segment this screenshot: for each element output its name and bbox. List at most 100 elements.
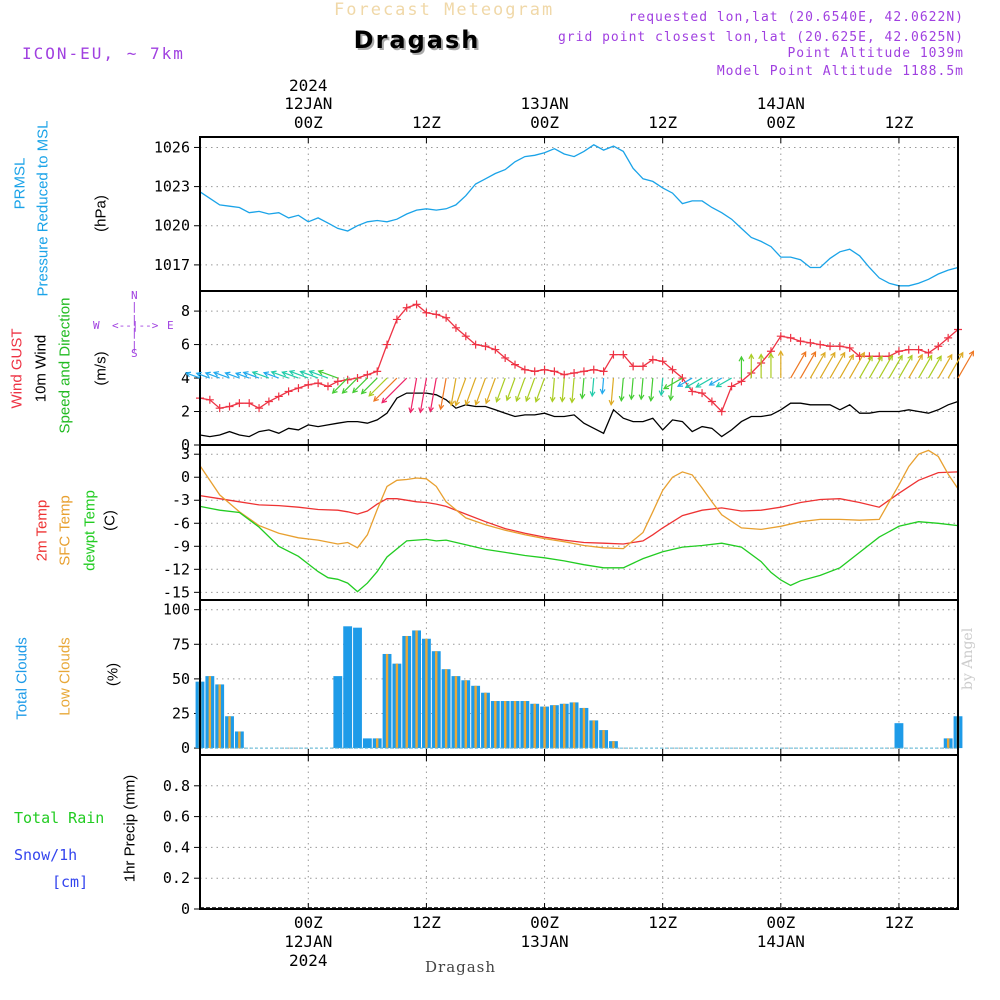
low-cloud-bar [572, 702, 576, 749]
wind-arrow-head [936, 355, 942, 362]
wind-arrow-head [234, 371, 242, 378]
wind-tick-label: 4 [181, 369, 190, 387]
gust-marker [806, 338, 815, 347]
wind-arrow-head [224, 371, 231, 378]
low-cloud-bar [405, 635, 408, 749]
wind-arrow-head [927, 354, 933, 361]
wind-arrow [663, 377, 683, 390]
gust-marker [363, 370, 372, 379]
low-cloud-bar [385, 653, 389, 749]
wind-arrow [640, 377, 644, 400]
gust-marker [894, 347, 903, 356]
gust-marker [520, 365, 529, 374]
wind-arrow-head [464, 399, 471, 406]
wind-arrow [888, 355, 903, 379]
gust-marker [619, 350, 628, 359]
temp-tick-label: -9 [172, 537, 190, 555]
low-cloud-bar [946, 738, 950, 749]
wind-arrow [829, 352, 846, 379]
wind-arrow [368, 377, 388, 397]
wind-tick-label: 8 [181, 302, 190, 320]
gust-marker [343, 375, 352, 384]
series-line-prmsl [199, 144, 959, 287]
requested-coords: requested lon,lat (20.6540E, 42.0622N) [628, 10, 964, 25]
gust-marker [373, 367, 382, 376]
wind-arrow-head [474, 399, 480, 406]
wind-arrow [908, 354, 923, 379]
wind-arrow-head [658, 390, 665, 397]
gust-marker [481, 342, 490, 351]
wind-arrow [300, 371, 319, 379]
cloud-tick-label: 0 [181, 739, 190, 757]
wind-arrow [225, 372, 240, 379]
wind-arrow-head [438, 404, 445, 411]
wind-arrow-head [662, 384, 670, 390]
wind-arrow [670, 377, 674, 401]
cloud-frame [199, 599, 959, 756]
gust-marker [550, 367, 559, 376]
compass-e: E [167, 319, 174, 332]
wind-arrow [342, 377, 358, 394]
wind-arrow [373, 377, 398, 402]
bottom-time-label: 12Z [884, 913, 913, 932]
gust-marker [451, 323, 460, 332]
gust-marker [245, 399, 254, 408]
low-cloud-bar [484, 692, 487, 749]
precip-tick-label: 0.2 [163, 869, 190, 887]
temp-tick-label: 3 [181, 445, 190, 463]
wind-arrow-head [317, 369, 324, 376]
wind-arrow-head [381, 397, 388, 404]
wind-arrow-head [958, 351, 964, 358]
top-time-label: 00Z [530, 113, 559, 132]
cloud-tick-label: 100 [163, 601, 190, 619]
wind-arrow [650, 377, 654, 401]
wind-arrow [601, 377, 605, 394]
wind-arrow-head [589, 391, 596, 398]
low-cloud-bar [513, 701, 517, 749]
gust-marker [688, 387, 697, 396]
wind-arrow-head [308, 369, 315, 376]
gust-marker [934, 342, 943, 351]
wind-arrow [495, 377, 506, 402]
wind-arrow-head [887, 354, 893, 361]
gust-marker [225, 402, 234, 411]
total-cloud-bar [362, 738, 372, 749]
wind-arrow-head [549, 396, 556, 403]
gust-marker [491, 345, 500, 354]
gust-marker [255, 404, 264, 413]
gust-marker [698, 389, 707, 398]
low-cloud-bar [425, 638, 428, 749]
low-cloud-bar [474, 685, 477, 749]
bottom-date-label: 13JAN [520, 932, 568, 951]
gust-marker [284, 387, 293, 396]
wind-arrow-head [801, 350, 807, 358]
gust-marker [904, 345, 913, 354]
wind-arrow-head [695, 382, 702, 388]
low-cloud-bar [464, 680, 467, 749]
precip-tick-label: 0.4 [163, 838, 190, 856]
precip-frame [199, 754, 959, 910]
wind-arrow-head [820, 351, 826, 358]
gust-marker [845, 343, 854, 352]
wind-arrow-head [947, 353, 953, 360]
precip-tick-label: 0 [181, 900, 190, 918]
low-cloud-bar [503, 701, 507, 749]
wind-arrow [455, 377, 467, 406]
gust-marker [609, 350, 618, 359]
wind-arrow-head [628, 394, 635, 401]
gust-marker [727, 382, 736, 391]
wind-arrow [263, 372, 279, 379]
low-cloud-bar [454, 676, 458, 749]
top-date-label: 12JAN [284, 94, 332, 113]
series-line-dewpt-temp [199, 505, 959, 593]
cloud-panel: 0 25 50 75 100 [163, 599, 963, 757]
wind-arrow [696, 377, 713, 388]
wind-arrow-head [569, 397, 576, 404]
gust-marker [589, 365, 598, 374]
gust-marker [826, 342, 835, 351]
low-cloud-bar [395, 663, 399, 749]
wind-arrow [685, 377, 703, 388]
wind-arrow [927, 355, 942, 379]
low-cloud-bar [602, 730, 605, 749]
temp-tick-label: -3 [172, 491, 190, 509]
